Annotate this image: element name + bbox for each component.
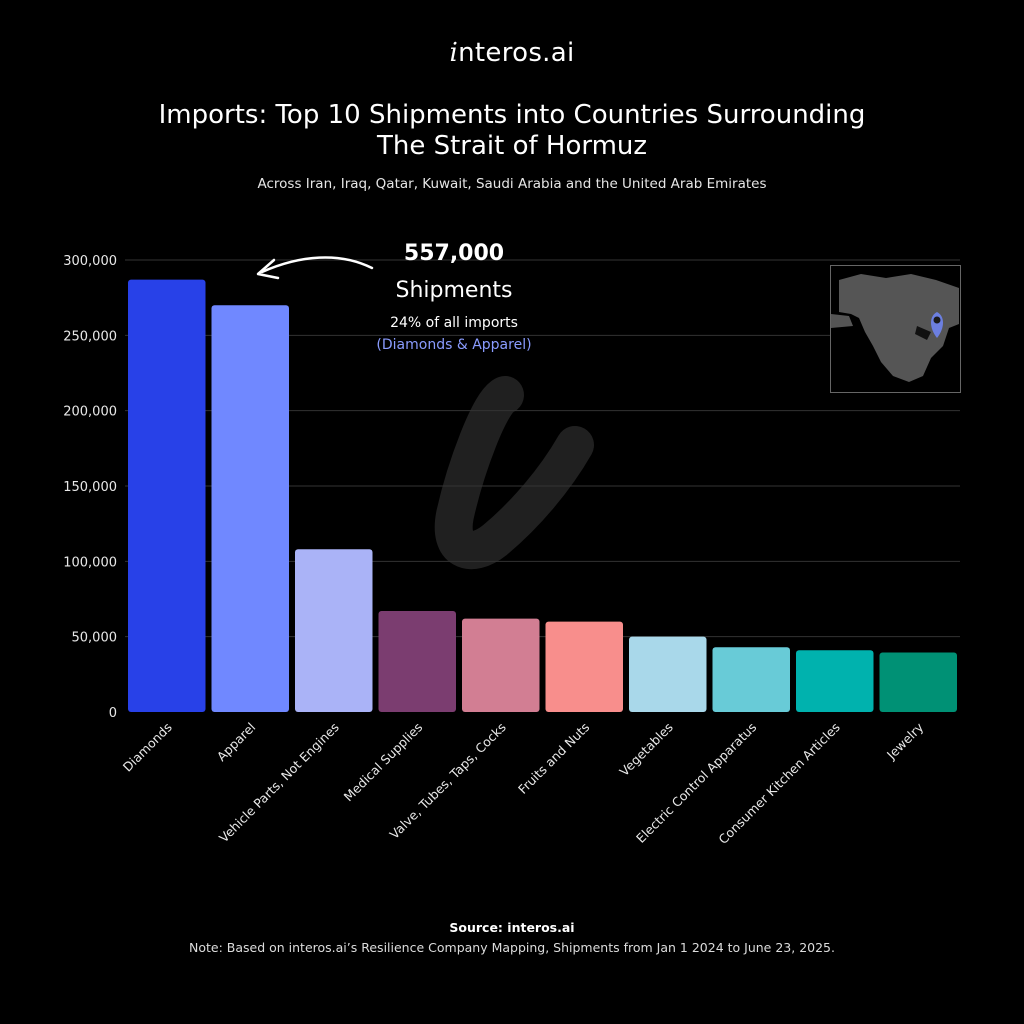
y-tick-label: 300,000 [63, 254, 117, 269]
middle-east-map-icon [830, 265, 961, 393]
bar-fruits-and-nuts [545, 621, 623, 712]
bar-apparel [211, 305, 289, 712]
bar-valve-tubes-taps-cocks [462, 618, 540, 712]
interos-i-watermark-icon [434, 376, 594, 570]
x-tick-label: Medical Supplies [341, 720, 426, 805]
x-tick-label: Apparel [214, 720, 259, 765]
bar-jewelry [879, 652, 957, 712]
y-tick-label: 100,000 [63, 555, 117, 570]
brand-logo-text: nteros.ai [458, 38, 575, 68]
chart-title-line2: The Strait of Hormuz [376, 131, 648, 161]
y-tick-label: 0 [109, 706, 117, 721]
bar-vehicle-parts-not-engines [295, 549, 373, 712]
y-tick-label: 200,000 [63, 405, 117, 420]
source-text: Source: interos.ai [449, 920, 575, 935]
y-tick-label: 150,000 [63, 480, 117, 495]
x-tick-label: Vegetables [616, 720, 675, 779]
chart-title: Imports: Top 10 Shipments into Countries… [0, 100, 1024, 162]
annotation-value: 557,000 [403, 241, 505, 266]
chart-subtitle: Across Iran, Iraq, Qatar, Kuwait, Saudi … [257, 176, 767, 192]
annotation-arrow-icon [256, 256, 374, 280]
location-pin-icon [931, 312, 943, 338]
bar-consumer-kitchen-articles [796, 650, 874, 712]
bar-electric-control-apparatus [712, 647, 790, 712]
x-tick-label: Diamonds [120, 720, 175, 775]
x-tick-label: Jewelry [883, 719, 927, 763]
x-tick-label: Fruits and Nuts [515, 720, 592, 797]
brand-logo-i: i [449, 38, 459, 68]
y-tick-label: 250,000 [63, 329, 117, 344]
annotation-percent: 24% of all imports [390, 315, 518, 331]
bar-vegetables [629, 636, 707, 712]
chart-title-line1: Imports: Top 10 Shipments into Countries… [158, 100, 866, 130]
annotation-categories: (Diamonds & Apparel) [376, 337, 532, 353]
y-tick-label: 50,000 [72, 631, 118, 646]
annotation-unit: Shipments [395, 278, 513, 303]
note-text: Note: Based on interos.ai’s Resilience C… [189, 940, 835, 955]
bar-diamonds [128, 279, 206, 712]
brand-logo: interos.ai [0, 38, 1024, 68]
bar-medical-supplies [378, 611, 456, 712]
